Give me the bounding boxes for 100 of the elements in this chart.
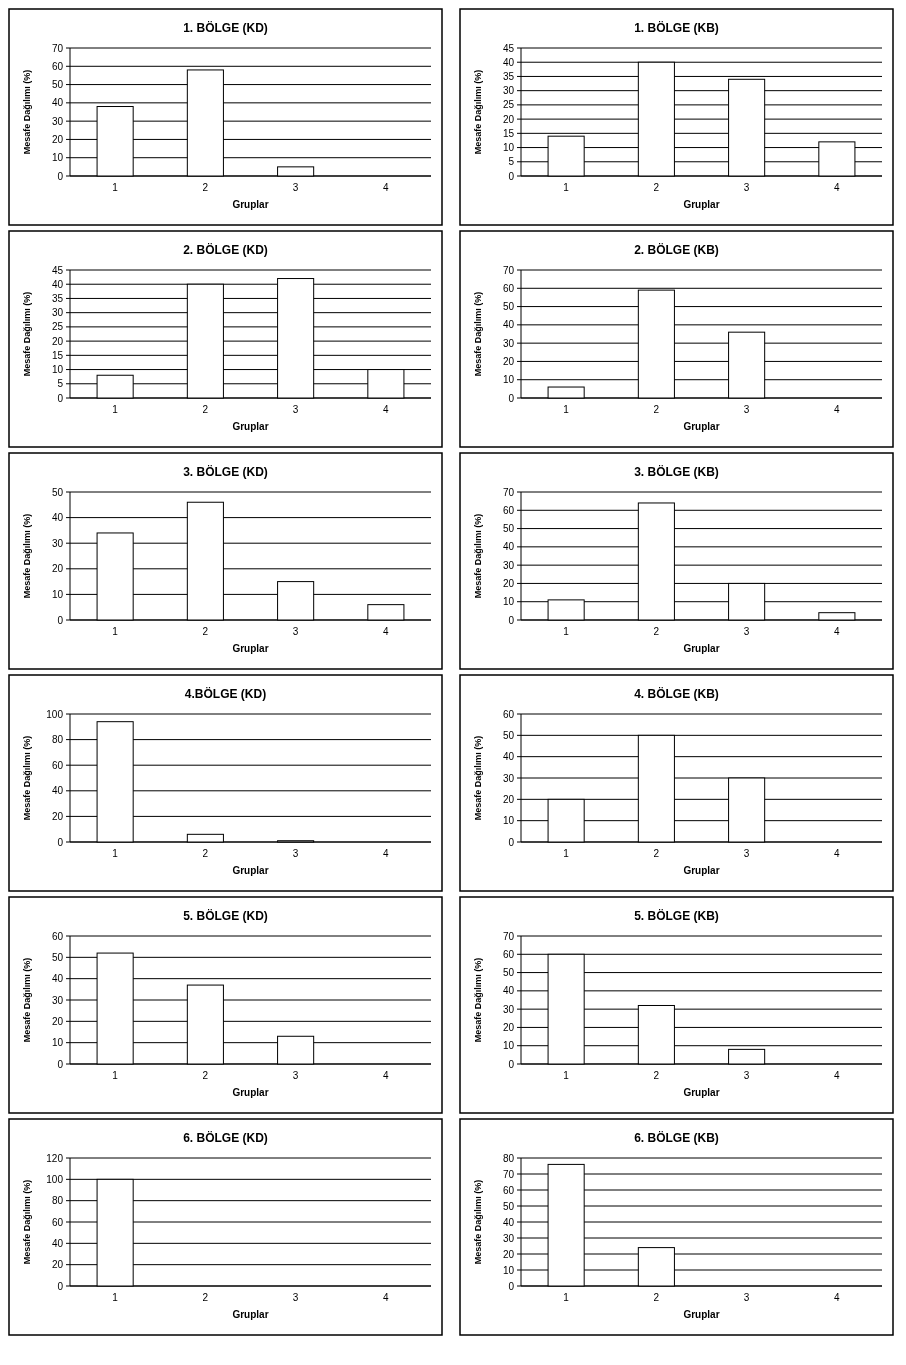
x-tick-label: 4 <box>834 404 841 415</box>
y-tick-label: 40 <box>502 56 515 68</box>
y-tick-label: 25 <box>502 99 515 111</box>
y-tick-label: 0 <box>508 836 515 848</box>
y-tick-label: 50 <box>502 967 515 979</box>
y-tick-label: 10 <box>502 815 515 827</box>
y-tick-label: 15 <box>51 349 64 361</box>
x-tick-label: 3 <box>743 1292 750 1303</box>
x-tick-label: 2 <box>653 626 660 637</box>
x-tick-label: 1 <box>563 848 570 859</box>
y-tick-label: 70 <box>502 264 515 276</box>
y-tick-label: 60 <box>502 504 515 516</box>
x-tick-label: 1 <box>112 626 119 637</box>
y-tick-label: 0 <box>57 170 64 182</box>
x-tick-label: 3 <box>743 182 750 193</box>
x-tick-label: 3 <box>292 848 299 859</box>
y-tick-label: 20 <box>51 335 64 347</box>
y-tick-label: 20 <box>51 133 64 145</box>
y-axis-title: Mesafe Dağılımı (%) <box>22 513 32 599</box>
y-tick-label: 20 <box>502 1021 515 1033</box>
y-tick-label: 60 <box>502 948 515 960</box>
y-tick-label: 60 <box>502 708 515 720</box>
y-tick-label: 80 <box>502 1152 515 1164</box>
x-tick-label: 2 <box>202 182 209 193</box>
y-tick-label: 20 <box>502 355 515 367</box>
y-tick-label: 20 <box>51 1015 64 1027</box>
x-tick-label: 2 <box>653 1070 660 1081</box>
chart-title: 1. BÖLGE (KB) <box>634 20 719 35</box>
y-tick-label: 15 <box>502 127 515 139</box>
x-tick-label: 2 <box>653 1292 660 1303</box>
y-tick-label: 70 <box>502 1168 515 1180</box>
x-tick-label: 4 <box>834 1292 841 1303</box>
y-tick-label: 80 <box>51 734 64 746</box>
y-tick-label: 40 <box>51 278 64 290</box>
y-axis-title: Mesafe Dağılımı (%) <box>22 291 32 377</box>
y-tick-label: 45 <box>51 264 64 276</box>
y-tick-label: 0 <box>508 1280 515 1292</box>
x-tick-label: 1 <box>563 404 570 415</box>
chart-title: 5. BÖLGE (KB) <box>634 908 719 923</box>
y-tick-label: 60 <box>51 1216 64 1228</box>
x-tick-label: 3 <box>292 182 299 193</box>
y-tick-label: 30 <box>51 115 64 127</box>
chart-title: 4. BÖLGE (KB) <box>634 686 719 701</box>
y-tick-label: 20 <box>502 113 515 125</box>
y-tick-label: 20 <box>51 1259 64 1271</box>
y-tick-label: 35 <box>51 292 64 304</box>
x-tick-label: 4 <box>383 626 390 637</box>
y-tick-label: 20 <box>502 1248 515 1260</box>
x-tick-label: 2 <box>202 1070 209 1081</box>
y-tick-label: 40 <box>51 97 64 109</box>
x-tick-label: 1 <box>112 404 119 415</box>
x-tick-label: 3 <box>743 1070 750 1081</box>
y-tick-label: 40 <box>502 1216 515 1228</box>
chart-title: 1. BÖLGE (KD) <box>183 20 268 35</box>
y-tick-label: 0 <box>508 392 515 404</box>
y-tick-label: 0 <box>508 1058 515 1070</box>
y-tick-label: 80 <box>51 1195 64 1207</box>
y-tick-label: 40 <box>51 1237 64 1249</box>
y-tick-label: 20 <box>51 563 64 575</box>
x-tick-label: 2 <box>653 182 660 193</box>
x-tick-label: 4 <box>383 848 390 859</box>
x-tick-label: 4 <box>383 1292 390 1303</box>
x-tick-label: 1 <box>112 182 119 193</box>
y-tick-label: 50 <box>51 79 64 91</box>
y-tick-label: 20 <box>502 577 515 589</box>
y-tick-label: 10 <box>502 1264 515 1276</box>
y-tick-label: 60 <box>51 60 64 72</box>
x-tick-label: 3 <box>743 404 750 415</box>
x-axis-title: Gruplar <box>683 421 720 432</box>
y-tick-label: 50 <box>502 729 515 741</box>
x-axis-title: Gruplar <box>683 865 720 876</box>
y-tick-label: 30 <box>502 85 515 97</box>
x-axis-title: Gruplar <box>232 643 269 654</box>
x-tick-label: 2 <box>202 1292 209 1303</box>
y-tick-label: 30 <box>51 994 64 1006</box>
y-tick-label: 10 <box>502 142 515 154</box>
x-tick-label: 3 <box>292 626 299 637</box>
y-tick-label: 0 <box>57 836 64 848</box>
y-tick-label: 5 <box>57 378 64 390</box>
x-tick-label: 3 <box>743 626 750 637</box>
y-axis-title: Mesafe Dağılımı (%) <box>22 69 32 155</box>
x-tick-label: 2 <box>653 404 660 415</box>
y-axis-title: Mesafe Dağılımı (%) <box>473 513 483 599</box>
y-tick-label: 45 <box>502 42 515 54</box>
y-tick-label: 10 <box>502 374 515 386</box>
y-tick-label: 50 <box>51 486 64 498</box>
x-tick-label: 4 <box>383 404 390 415</box>
y-tick-label: 10 <box>51 364 64 376</box>
y-tick-label: 70 <box>502 486 515 498</box>
y-tick-label: 70 <box>502 930 515 942</box>
y-axis-title: Mesafe Dağılımı (%) <box>473 291 483 377</box>
y-tick-label: 0 <box>57 1280 64 1292</box>
x-axis-title: Gruplar <box>232 199 269 210</box>
y-tick-label: 0 <box>57 392 64 404</box>
y-tick-label: 10 <box>51 1037 64 1049</box>
y-tick-label: 30 <box>502 772 515 784</box>
y-tick-label: 30 <box>502 1232 515 1244</box>
y-tick-label: 20 <box>502 793 515 805</box>
y-tick-label: 10 <box>51 588 64 600</box>
chart-title: 3. BÖLGE (KD) <box>183 464 268 479</box>
